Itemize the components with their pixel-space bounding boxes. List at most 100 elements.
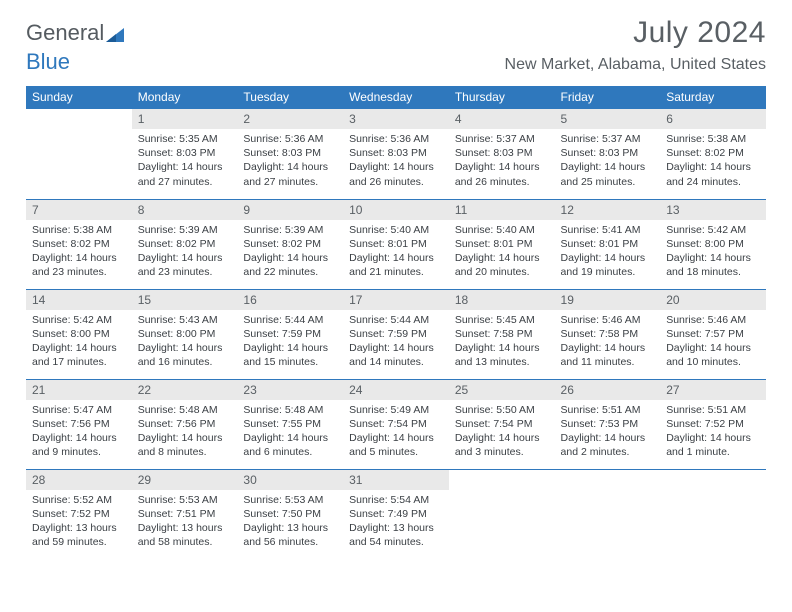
sunset-line: Sunset: 7:57 PM	[666, 327, 760, 341]
calendar-day-cell: 26Sunrise: 5:51 AMSunset: 7:53 PMDayligh…	[555, 379, 661, 469]
daylight-line: Daylight: 14 hours and 16 minutes.	[138, 341, 232, 369]
daylight-line: Daylight: 14 hours and 9 minutes.	[32, 431, 126, 459]
day-number: 9	[243, 203, 250, 217]
calendar-day-cell: 29Sunrise: 5:53 AMSunset: 7:51 PMDayligh…	[132, 469, 238, 559]
calendar-table: Sunday Monday Tuesday Wednesday Thursday…	[26, 86, 766, 559]
sunrise-line: Sunrise: 5:36 AM	[349, 132, 443, 146]
day-number-bar: 10	[343, 200, 449, 220]
day-body: Sunrise: 5:37 AMSunset: 8:03 PMDaylight:…	[449, 129, 555, 191]
daylight-line: Daylight: 14 hours and 26 minutes.	[349, 160, 443, 188]
day-number-bar: 29	[132, 470, 238, 490]
daylight-line: Daylight: 13 hours and 54 minutes.	[349, 521, 443, 549]
sunrise-line: Sunrise: 5:46 AM	[666, 313, 760, 327]
day-number: 18	[455, 293, 468, 307]
sunrise-line: Sunrise: 5:50 AM	[455, 403, 549, 417]
day-body: Sunrise: 5:40 AMSunset: 8:01 PMDaylight:…	[449, 220, 555, 282]
sunrise-line: Sunrise: 5:38 AM	[32, 223, 126, 237]
calendar-day-cell: 30Sunrise: 5:53 AMSunset: 7:50 PMDayligh…	[237, 469, 343, 559]
day-body: Sunrise: 5:38 AMSunset: 8:02 PMDaylight:…	[26, 220, 132, 282]
calendar-day-cell: 13Sunrise: 5:42 AMSunset: 8:00 PMDayligh…	[660, 199, 766, 289]
daylight-line: Daylight: 14 hours and 15 minutes.	[243, 341, 337, 369]
daylight-line: Daylight: 14 hours and 20 minutes.	[455, 251, 549, 279]
day-number: 2	[243, 112, 250, 126]
calendar-day-cell: 22Sunrise: 5:48 AMSunset: 7:56 PMDayligh…	[132, 379, 238, 469]
sunset-line: Sunset: 7:51 PM	[138, 507, 232, 521]
weekday-header: Friday	[555, 86, 661, 109]
day-number-bar	[660, 470, 766, 490]
day-number: 25	[455, 383, 468, 397]
daylight-line: Daylight: 14 hours and 27 minutes.	[243, 160, 337, 188]
day-body: Sunrise: 5:43 AMSunset: 8:00 PMDaylight:…	[132, 310, 238, 372]
month-title: July 2024	[505, 16, 766, 50]
sunrise-line: Sunrise: 5:38 AM	[666, 132, 760, 146]
calendar-week-row: 1Sunrise: 5:35 AMSunset: 8:03 PMDaylight…	[26, 109, 766, 199]
calendar-week-row: 14Sunrise: 5:42 AMSunset: 8:00 PMDayligh…	[26, 289, 766, 379]
day-body: Sunrise: 5:49 AMSunset: 7:54 PMDaylight:…	[343, 400, 449, 462]
daylight-line: Daylight: 13 hours and 56 minutes.	[243, 521, 337, 549]
sunset-line: Sunset: 7:58 PM	[561, 327, 655, 341]
calendar-day-cell: 10Sunrise: 5:40 AMSunset: 8:01 PMDayligh…	[343, 199, 449, 289]
day-number: 31	[349, 473, 362, 487]
calendar-day-cell	[555, 469, 661, 559]
daylight-line: Daylight: 14 hours and 1 minute.	[666, 431, 760, 459]
calendar-day-cell: 5Sunrise: 5:37 AMSunset: 8:03 PMDaylight…	[555, 109, 661, 199]
sunset-line: Sunset: 8:02 PM	[32, 237, 126, 251]
calendar-day-cell: 19Sunrise: 5:46 AMSunset: 7:58 PMDayligh…	[555, 289, 661, 379]
day-body: Sunrise: 5:36 AMSunset: 8:03 PMDaylight:…	[237, 129, 343, 191]
calendar-day-cell: 2 Sunrise: 5:36 AMSunset: 8:03 PMDaylight…	[237, 109, 343, 199]
sunset-line: Sunset: 8:03 PM	[455, 146, 549, 160]
day-number-bar: 21	[26, 380, 132, 400]
sunset-line: Sunset: 7:54 PM	[455, 417, 549, 431]
title-block: July 2024 New Market, Alabama, United St…	[505, 16, 766, 74]
sunset-line: Sunset: 7:50 PM	[243, 507, 337, 521]
calendar-day-cell	[26, 109, 132, 199]
day-number: 24	[349, 383, 362, 397]
day-number: 20	[666, 293, 679, 307]
calendar-day-cell: 27Sunrise: 5:51 AMSunset: 7:52 PMDayligh…	[660, 379, 766, 469]
day-number: 16	[243, 293, 256, 307]
sunset-line: Sunset: 7:49 PM	[349, 507, 443, 521]
sunset-line: Sunset: 8:03 PM	[138, 146, 232, 160]
day-number-bar: 9	[237, 200, 343, 220]
calendar-day-cell: 12Sunrise: 5:41 AMSunset: 8:01 PMDayligh…	[555, 199, 661, 289]
day-body: Sunrise: 5:44 AMSunset: 7:59 PMDaylight:…	[237, 310, 343, 372]
day-number-bar: 18	[449, 290, 555, 310]
day-body: Sunrise: 5:46 AMSunset: 7:57 PMDaylight:…	[660, 310, 766, 372]
sunset-line: Sunset: 8:01 PM	[455, 237, 549, 251]
day-body: Sunrise: 5:35 AMSunset: 8:03 PMDaylight:…	[132, 129, 238, 191]
sunrise-line: Sunrise: 5:53 AM	[243, 493, 337, 507]
sunrise-line: Sunrise: 5:45 AM	[455, 313, 549, 327]
sunset-line: Sunset: 7:52 PM	[32, 507, 126, 521]
sunrise-line: Sunrise: 5:49 AM	[349, 403, 443, 417]
day-body: Sunrise: 5:39 AMSunset: 8:02 PMDaylight:…	[132, 220, 238, 282]
daylight-line: Daylight: 14 hours and 23 minutes.	[138, 251, 232, 279]
sunset-line: Sunset: 7:55 PM	[243, 417, 337, 431]
sunrise-line: Sunrise: 5:44 AM	[349, 313, 443, 327]
day-number-bar: 2	[237, 109, 343, 129]
header: General Blue July 2024 New Market, Alaba…	[26, 16, 766, 80]
day-number-bar	[26, 109, 132, 129]
day-number-bar: 5	[555, 109, 661, 129]
calendar-day-cell: 18Sunrise: 5:45 AMSunset: 7:58 PMDayligh…	[449, 289, 555, 379]
weekday-header-row: Sunday Monday Tuesday Wednesday Thursday…	[26, 86, 766, 109]
calendar-day-cell: 15 Sunrise: 5:43 AMSunset: 8:00 PMDayligh…	[132, 289, 238, 379]
daylight-line: Daylight: 14 hours and 25 minutes.	[561, 160, 655, 188]
sunset-line: Sunset: 7:54 PM	[349, 417, 443, 431]
day-body: Sunrise: 5:48 AMSunset: 7:56 PMDaylight:…	[132, 400, 238, 462]
day-body: Sunrise: 5:40 AMSunset: 8:01 PMDaylight:…	[343, 220, 449, 282]
sunrise-line: Sunrise: 5:51 AM	[666, 403, 760, 417]
sunset-line: Sunset: 8:00 PM	[32, 327, 126, 341]
daylight-line: Daylight: 14 hours and 6 minutes.	[243, 431, 337, 459]
sunset-line: Sunset: 8:03 PM	[349, 146, 443, 160]
daylight-line: Daylight: 14 hours and 27 minutes.	[138, 160, 232, 188]
sunset-line: Sunset: 8:02 PM	[666, 146, 760, 160]
day-number-bar: 20	[660, 290, 766, 310]
sunset-line: Sunset: 8:02 PM	[243, 237, 337, 251]
calendar-day-cell: 21Sunrise: 5:47 AMSunset: 7:56 PMDayligh…	[26, 379, 132, 469]
calendar-day-cell: 17Sunrise: 5:44 AMSunset: 7:59 PMDayligh…	[343, 289, 449, 379]
day-body: Sunrise: 5:52 AMSunset: 7:52 PMDaylight:…	[26, 490, 132, 552]
weekday-header: Thursday	[449, 86, 555, 109]
day-number-bar: 6	[660, 109, 766, 129]
calendar-day-cell	[660, 469, 766, 559]
day-number: 15	[138, 293, 151, 307]
